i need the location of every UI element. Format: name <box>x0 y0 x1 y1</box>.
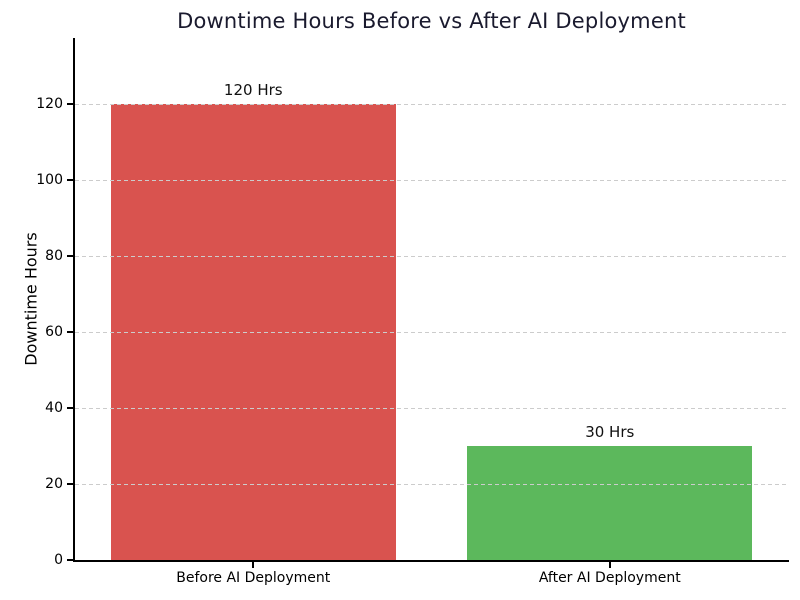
plot-area: 120 Hrs 30 Hrs <box>75 38 788 560</box>
gridline-y-100 <box>75 180 788 182</box>
bar-value-label-1: 30 Hrs <box>585 423 635 442</box>
x-tick-label-0: Before AI Deployment <box>176 570 331 586</box>
bar-value-label-0: 120 Hrs <box>223 81 283 100</box>
gridline-y-20 <box>75 484 788 486</box>
y-tick-0 <box>67 559 73 561</box>
y-tick-label-40: 40 <box>45 400 63 417</box>
y-tick-80 <box>67 255 73 258</box>
y-tick-label-100: 100 <box>36 172 63 189</box>
y-tick-60 <box>67 331 73 334</box>
x-tick-1 <box>608 562 611 568</box>
x-tick-label-1: After AI Deployment <box>538 570 681 586</box>
gridline-y-120 <box>75 104 788 106</box>
chart-title: Downtime Hours Before vs After AI Deploy… <box>177 9 686 33</box>
x-axis-line <box>73 560 789 562</box>
y-tick-100 <box>67 179 73 182</box>
x-tick-0 <box>252 562 255 568</box>
y-tick-label-60: 60 <box>45 324 63 341</box>
gridline-y-60 <box>75 332 788 334</box>
y-tick-40 <box>67 407 73 410</box>
gridline-y-40 <box>75 408 788 410</box>
y-tick-120 <box>67 103 73 106</box>
gridline-y-80 <box>75 256 788 258</box>
y-axis-label: Downtime Hours <box>21 232 41 366</box>
y-axis-line <box>73 38 75 562</box>
y-tick-label-0: 0 <box>54 552 63 568</box>
y-tick-label-120: 120 <box>36 96 63 113</box>
y-tick-label-20: 20 <box>45 476 63 493</box>
y-tick-label-80: 80 <box>45 248 63 265</box>
y-tick-20 <box>67 483 73 486</box>
bar-1 <box>467 446 753 560</box>
